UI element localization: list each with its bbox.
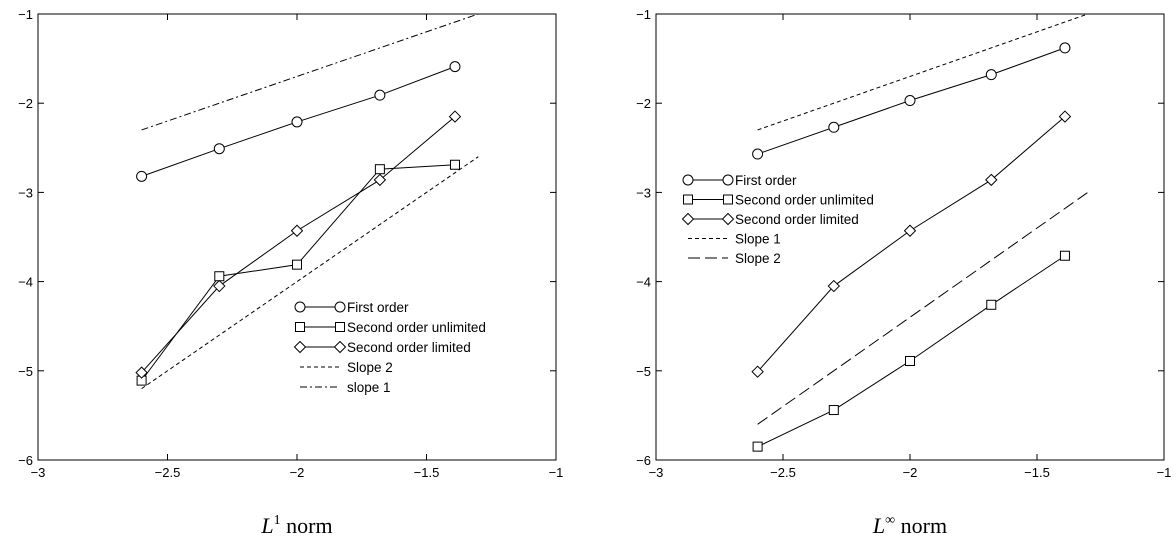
x-tick-label: −1 (1157, 465, 1172, 480)
series-slope-2 (757, 191, 1089, 425)
data-point-square (828, 405, 839, 416)
data-point-diamond (1058, 110, 1072, 123)
series-slope-1 (141, 13, 479, 131)
data-point-circle (1059, 42, 1071, 54)
legend-marker-circle (722, 174, 734, 186)
data-point-circle (752, 148, 764, 160)
legend-label: Slope 2 (347, 360, 393, 375)
legend-marker-square (335, 322, 345, 332)
y-tick-label: −5 (636, 364, 651, 379)
series-first-order (136, 61, 461, 182)
y-tick-label: −1 (636, 7, 651, 22)
series-line (757, 13, 1088, 131)
series-first-order (752, 42, 1071, 160)
y-tick-label: −1 (18, 7, 33, 22)
chart-caption: L∞ norm (872, 513, 947, 538)
series-line (141, 156, 479, 390)
x-tick-label: −1 (549, 465, 564, 480)
legend: First order Second order unlimited Second … (293, 300, 486, 395)
data-point-circle (374, 89, 386, 101)
x-tick-label: −2 (903, 465, 918, 480)
legend-label: First order (735, 173, 797, 188)
data-point-diamond (903, 224, 917, 237)
x-tick-label: −1.5 (414, 465, 440, 480)
series-line (757, 255, 1066, 448)
data-point-diamond (448, 110, 462, 123)
y-tick-label: −2 (18, 96, 33, 111)
chart-panel-l1-norm: −3 −2.5 −2 −1.5 −1 −6 −5 −4 −3 −2 −1 First order Sec… (18, 7, 563, 538)
series-second-order-limited (135, 110, 462, 379)
legend-label: slope 1 (347, 380, 391, 395)
data-point-diamond (985, 173, 998, 187)
data-point-diamond (135, 366, 148, 379)
y-tick-label: −4 (636, 275, 651, 290)
x-tick-label: −2 (290, 465, 305, 480)
legend-marker-circle (682, 174, 694, 186)
chart-caption: L1 norm (260, 513, 332, 538)
y-tick-label: −6 (18, 453, 33, 468)
y-tick-label: −3 (18, 185, 33, 200)
data-point-square (449, 159, 460, 170)
series-slope-2 (141, 156, 479, 390)
series-line (757, 191, 1089, 425)
series-second-order-limited (751, 110, 1072, 378)
data-point-circle (985, 69, 997, 81)
data-point-diamond (827, 279, 841, 293)
legend-marker-diamond (333, 340, 347, 354)
data-point-square (752, 441, 763, 452)
legend-label: Slope 1 (735, 232, 781, 247)
x-tick-label: −3 (31, 465, 46, 480)
data-point-circle (136, 170, 148, 182)
x-tick-label: −2.5 (770, 465, 796, 480)
data-point-circle (291, 116, 303, 128)
plot-frame (37, 13, 557, 461)
series-second-order-unlimited (752, 250, 1070, 452)
data-point-diamond (290, 224, 304, 237)
series-line (141, 13, 479, 131)
legend-marker-square (683, 194, 693, 205)
series-slope-1 (757, 13, 1088, 131)
data-point-square (374, 164, 385, 175)
legend-marker-square (295, 322, 305, 332)
plot-frame (655, 13, 1165, 461)
legend-marker-circle (334, 301, 346, 313)
data-point-square (214, 271, 225, 282)
legend-marker-square (723, 194, 733, 205)
legend-marker-circle (294, 301, 306, 313)
chart-panel-linf-norm: −3 −2.5 −2 −1.5 −1 −6 −5 −4 −3 −2 −1 First order Sec… (636, 7, 1171, 538)
data-point-diamond (213, 279, 226, 293)
data-point-circle (904, 95, 916, 107)
legend-label: Second order limited (347, 340, 471, 355)
data-point-circle (449, 61, 461, 73)
data-point-circle (828, 121, 840, 133)
legend-label: Second order unlimited (347, 320, 486, 335)
x-tick-label: −1.5 (1024, 465, 1050, 480)
data-point-circle (213, 143, 225, 155)
x-tick-label: −3 (649, 465, 664, 480)
y-tick-label: −3 (636, 185, 651, 200)
y-tick-label: −6 (636, 453, 651, 468)
data-point-diamond (751, 365, 764, 378)
legend-marker-diamond (681, 212, 695, 226)
y-tick-label: −4 (18, 275, 33, 290)
x-tick-label: −2.5 (155, 465, 181, 480)
legend: First order Second order unlimited Second … (681, 173, 874, 266)
data-point-diamond (373, 173, 387, 187)
legend-marker-diamond (293, 340, 307, 354)
legend-label: Second order unlimited (735, 193, 874, 208)
legend-marker-diamond (721, 212, 735, 226)
data-point-square (986, 299, 997, 310)
y-tick-label: −2 (636, 96, 651, 111)
data-point-square (1059, 250, 1070, 261)
legend-label: Second order limited (735, 212, 859, 227)
y-tick-label: −5 (18, 364, 33, 379)
legend-label: Slope 2 (735, 251, 781, 266)
data-point-square (905, 355, 915, 366)
data-point-square (292, 259, 302, 270)
series-line (757, 116, 1066, 373)
legend-label: First order (347, 300, 409, 315)
